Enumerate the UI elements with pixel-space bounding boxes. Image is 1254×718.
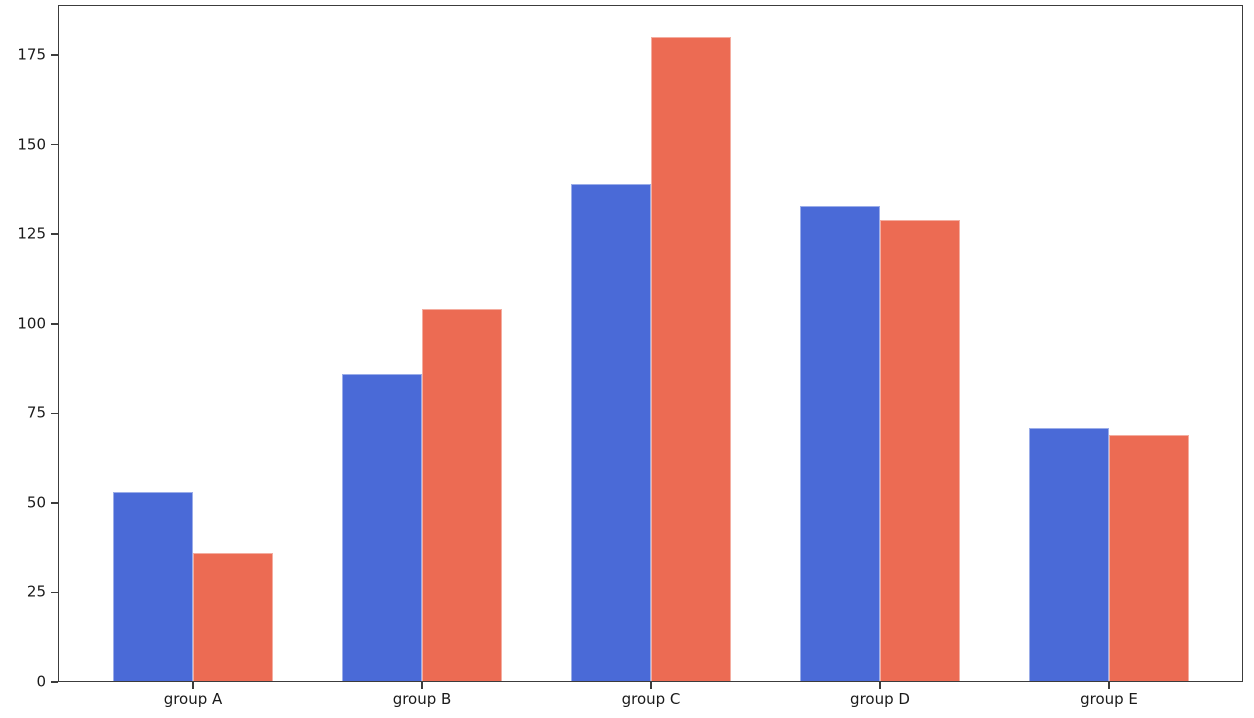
x-tick-mark xyxy=(192,682,194,689)
y-tick-label: 50 xyxy=(26,493,46,512)
y-tick-label: 150 xyxy=(17,135,46,154)
y-tick-label: 0 xyxy=(36,672,46,691)
y-tick-mark xyxy=(51,143,58,146)
y-tick-label: 175 xyxy=(17,45,46,64)
bar-blue-group-c xyxy=(571,184,651,682)
bar-blue-group-a xyxy=(113,492,193,682)
y-tick-mark xyxy=(51,591,58,594)
y-tick-mark xyxy=(51,681,58,683)
y-tick-mark xyxy=(51,322,58,325)
y-tick-mark xyxy=(51,412,58,415)
bar-orange-group-e xyxy=(1109,434,1189,682)
y-tick-label: 25 xyxy=(26,582,46,601)
y-tick-label: 100 xyxy=(17,314,46,333)
x-tick-mark xyxy=(650,682,652,689)
y-tick-label: 125 xyxy=(17,224,46,243)
plot-area xyxy=(58,5,1243,682)
bar-orange-group-a xyxy=(193,553,273,682)
bar-blue-group-d xyxy=(800,205,880,682)
x-tick-label: group E xyxy=(1080,690,1138,708)
y-tick-mark xyxy=(51,502,58,504)
bar-blue-group-b xyxy=(342,373,422,682)
y-tick-mark xyxy=(51,233,58,236)
bar-blue-group-e xyxy=(1029,427,1109,682)
x-tick-label: group D xyxy=(850,690,910,708)
bar-orange-group-c xyxy=(651,37,731,682)
x-tick-label: group C xyxy=(621,690,681,708)
x-tick-label: group B xyxy=(392,690,452,708)
x-tick-mark xyxy=(421,682,423,689)
bar-orange-group-b xyxy=(422,309,502,682)
x-tick-mark xyxy=(879,682,881,689)
x-tick-mark xyxy=(1108,682,1110,689)
bar-orange-group-d xyxy=(880,219,960,682)
x-tick-label: group A xyxy=(163,690,223,708)
y-tick-mark xyxy=(51,54,58,56)
y-tick-label: 75 xyxy=(26,403,46,422)
